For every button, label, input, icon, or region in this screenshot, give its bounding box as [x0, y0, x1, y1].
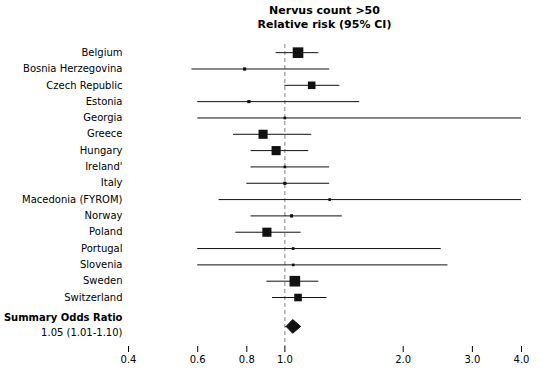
svg-text:Ireland': Ireland' [85, 161, 122, 172]
svg-text:Bosnia Herzegovina: Bosnia Herzegovina [23, 63, 122, 74]
svg-text:Slovenia: Slovenia [80, 259, 123, 270]
svg-text:Sweden: Sweden [83, 275, 123, 286]
svg-text:2.0: 2.0 [395, 354, 411, 365]
svg-text:Czech Republic: Czech Republic [46, 80, 122, 91]
svg-text:3.0: 3.0 [464, 354, 480, 365]
svg-text:Portugal: Portugal [81, 243, 122, 254]
svg-text:Belgium: Belgium [82, 47, 123, 58]
svg-text:1.0: 1.0 [277, 354, 293, 365]
svg-text:0.8: 0.8 [239, 354, 255, 365]
svg-text:Poland: Poland [89, 226, 122, 237]
svg-text:4.0: 4.0 [514, 354, 530, 365]
svg-text:Norway: Norway [85, 210, 123, 221]
html-text:Relative risk (95% CI): Relative risk (95% CI) [257, 18, 392, 31]
svg-text:Georgia: Georgia [83, 112, 122, 123]
svg-text:Summary Odds Ratio: Summary Odds Ratio [4, 312, 123, 323]
svg-text:Hungary: Hungary [80, 145, 123, 156]
svg-text:1.05 (1.01-1.10): 1.05 (1.01-1.10) [41, 327, 122, 338]
svg-text:Italy: Italy [101, 177, 123, 188]
svg-text:Estonia: Estonia [86, 96, 123, 107]
svg-text:0.6: 0.6 [190, 354, 206, 365]
svg-text:Macedonia (FYROM): Macedonia (FYROM) [22, 194, 123, 205]
svg-text:0.4: 0.4 [121, 354, 137, 365]
svg-text:Switzerland: Switzerland [64, 292, 122, 303]
html-text:Nervus count >50: Nervus count >50 [269, 4, 380, 17]
svg-text:Greece: Greece [87, 128, 123, 139]
